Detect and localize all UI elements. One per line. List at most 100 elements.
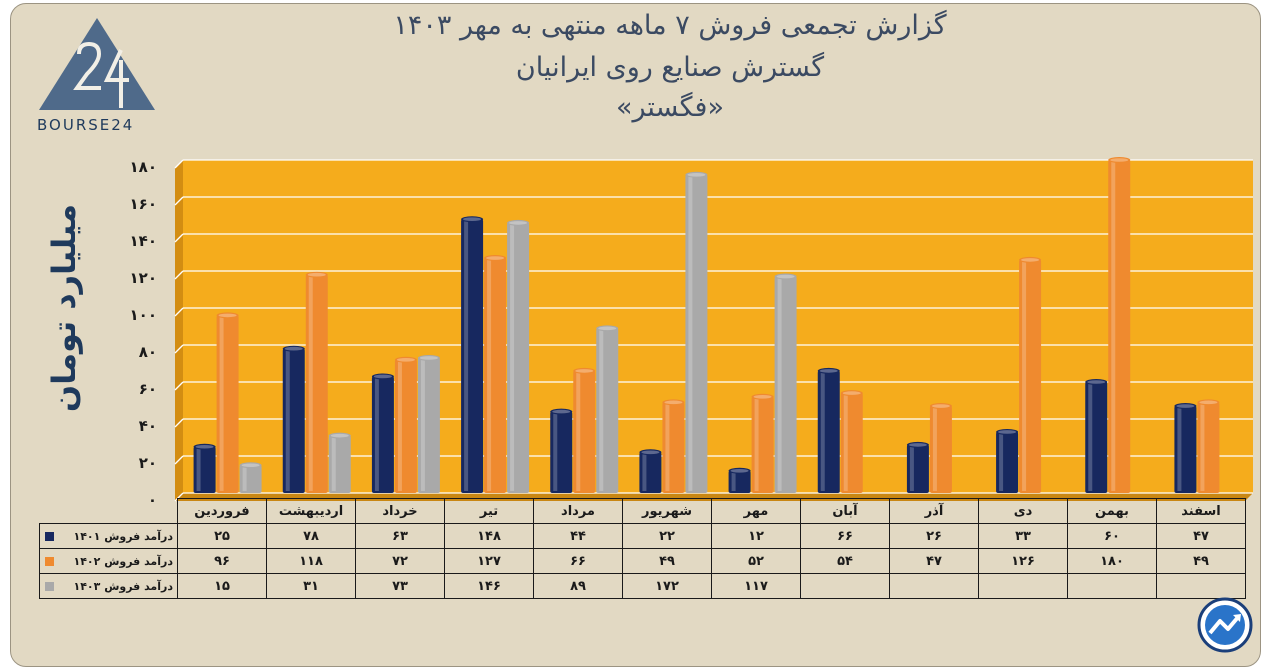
data-label: ۷۸ xyxy=(266,523,356,549)
bar xyxy=(728,467,751,493)
series-name: درآمد فروش ۱۴۰۲ xyxy=(73,554,174,568)
data-label: ۵۲ xyxy=(711,548,801,574)
gridline-side xyxy=(174,270,184,280)
bar xyxy=(484,255,507,493)
table-row: درآمد فروش ۱۴۰۱ ۲۵ ۷۸ ۶۳ ۱۴۸ ۴۴ ۲۲ ۱۲ ۶۶ ۲۶ ۳۳ ۶۰ ۴۷ xyxy=(39,523,1246,549)
data-label: ۳۱ xyxy=(266,573,356,599)
y-tick-label: ۱۴۰ xyxy=(130,232,157,250)
legend-swatch xyxy=(45,557,54,566)
x-tick-label: مرداد xyxy=(533,498,623,524)
gridline-side xyxy=(174,307,184,317)
bar xyxy=(906,441,929,493)
data-label: ۱۲ xyxy=(711,523,801,549)
data-label: ۷۲ xyxy=(355,548,445,574)
series-name: درآمد فروش ۱۴۰۳ xyxy=(73,579,174,593)
y-tick-label: ۶۰ xyxy=(139,380,157,398)
data-label: ۱۲۶ xyxy=(978,548,1068,574)
bar xyxy=(507,219,530,493)
x-tick-label: دی xyxy=(978,498,1068,524)
bar xyxy=(550,408,573,493)
bar xyxy=(193,443,216,493)
table-row: درآمد فروش ۱۴۰۲ ۹۶ ۱۱۸ ۷۲ ۱۲۷ ۶۶ ۴۹ ۵۲ ۵۴ ۴۷ ۱۲۶ ۱۸… xyxy=(39,548,1246,574)
x-tick-label: شهریور xyxy=(622,498,712,524)
legend-entry: درآمد فروش ۱۴۰۳ xyxy=(39,573,178,599)
x-tick-label: آبان xyxy=(800,498,890,524)
legend-entry: درآمد فروش ۱۴۰۱ xyxy=(39,523,178,549)
plot-area xyxy=(183,160,1253,493)
data-label xyxy=(1156,573,1246,599)
bar xyxy=(1085,379,1108,493)
legend-swatch xyxy=(45,532,54,541)
data-label: ۱۴۸ xyxy=(444,523,534,549)
data-label xyxy=(1067,573,1157,599)
chart-title-line2: گسترش صنایع روی ایرانیان xyxy=(515,52,825,83)
gridline-side xyxy=(174,455,184,465)
x-tick-label: اردیبهشت xyxy=(266,498,356,524)
data-label: ۱۵ xyxy=(177,573,267,599)
x-tick-label: مهر xyxy=(711,498,801,524)
data-label: ۶۰ xyxy=(1067,523,1157,549)
bar xyxy=(996,428,1019,493)
data-label: ۱۴۶ xyxy=(444,573,534,599)
chart-title-line1: گزارش تجمعی فروش ۷ ماهه منتهی به مهر ۱۴۰… xyxy=(393,10,947,41)
data-label: ۹۶ xyxy=(177,548,267,574)
y-tick-label: ۱۶۰ xyxy=(130,195,157,213)
data-label xyxy=(800,573,890,599)
gridline-side xyxy=(174,381,184,391)
data-label xyxy=(978,573,1068,599)
bar xyxy=(394,356,417,493)
data-label: ۱۱۷ xyxy=(711,573,801,599)
x-tick-label: فروردین xyxy=(177,498,267,524)
legend-swatch xyxy=(45,582,54,591)
data-label: ۶۶ xyxy=(533,548,623,574)
gridline-side xyxy=(174,196,184,206)
data-label: ۲۲ xyxy=(622,523,712,549)
data-label: ۴۷ xyxy=(1156,523,1246,549)
data-label: ۲۵ xyxy=(177,523,267,549)
data-label: ۱۷۲ xyxy=(622,573,712,599)
data-label: ۱۱۸ xyxy=(266,548,356,574)
bar xyxy=(216,312,239,493)
legend-entry: درآمد فروش ۱۴۰۲ xyxy=(39,548,178,574)
data-label: ۱۲۷ xyxy=(444,548,534,574)
gridline-side xyxy=(174,344,184,354)
x-tick-label: بهمن xyxy=(1067,498,1157,524)
table-row: درآمد فروش ۱۴۰۳ ۱۵ ۳۱ ۷۳ ۱۴۶ ۸۹ ۱۷۲ ۱۱۷ xyxy=(39,573,1246,599)
x-tick-label: آذر xyxy=(889,498,979,524)
data-label: ۴۹ xyxy=(622,548,712,574)
bar xyxy=(596,325,619,493)
y-tick-label: ۲۰ xyxy=(139,454,157,472)
data-label: ۴۴ xyxy=(533,523,623,549)
bar xyxy=(1197,399,1220,493)
bar xyxy=(461,216,484,493)
gridline-side xyxy=(174,159,184,169)
y-tick-label: ۱۰۰ xyxy=(130,306,157,324)
bar xyxy=(282,345,305,493)
bar xyxy=(1174,403,1197,493)
bar xyxy=(328,432,351,493)
y-tick-label: ۸۰ xyxy=(139,343,157,361)
gridline-side xyxy=(174,418,184,428)
data-label: ۶۳ xyxy=(355,523,445,549)
bar xyxy=(573,367,596,493)
logo-text: BOURSE24 xyxy=(37,116,135,134)
bar xyxy=(685,171,708,494)
x-tick-label: خرداد xyxy=(355,498,445,524)
gridline-side xyxy=(174,233,184,243)
bar xyxy=(751,393,774,493)
data-label: ۴۷ xyxy=(889,548,979,574)
table-corner xyxy=(39,498,178,524)
data-label: ۱۸۰ xyxy=(1067,548,1157,574)
bar xyxy=(1019,256,1042,493)
data-label: ۸۹ xyxy=(533,573,623,599)
data-label: ۳۳ xyxy=(978,523,1068,549)
data-label: ۷۳ xyxy=(355,573,445,599)
bar xyxy=(662,399,685,493)
y-tick-label: ۱۸۰ xyxy=(130,158,157,176)
chart-title-line3: «فگستر» xyxy=(616,92,724,123)
x-tick-label: اسفند xyxy=(1156,498,1246,524)
bar xyxy=(774,273,797,493)
plot-side-wall xyxy=(175,160,183,501)
bar xyxy=(371,373,394,493)
